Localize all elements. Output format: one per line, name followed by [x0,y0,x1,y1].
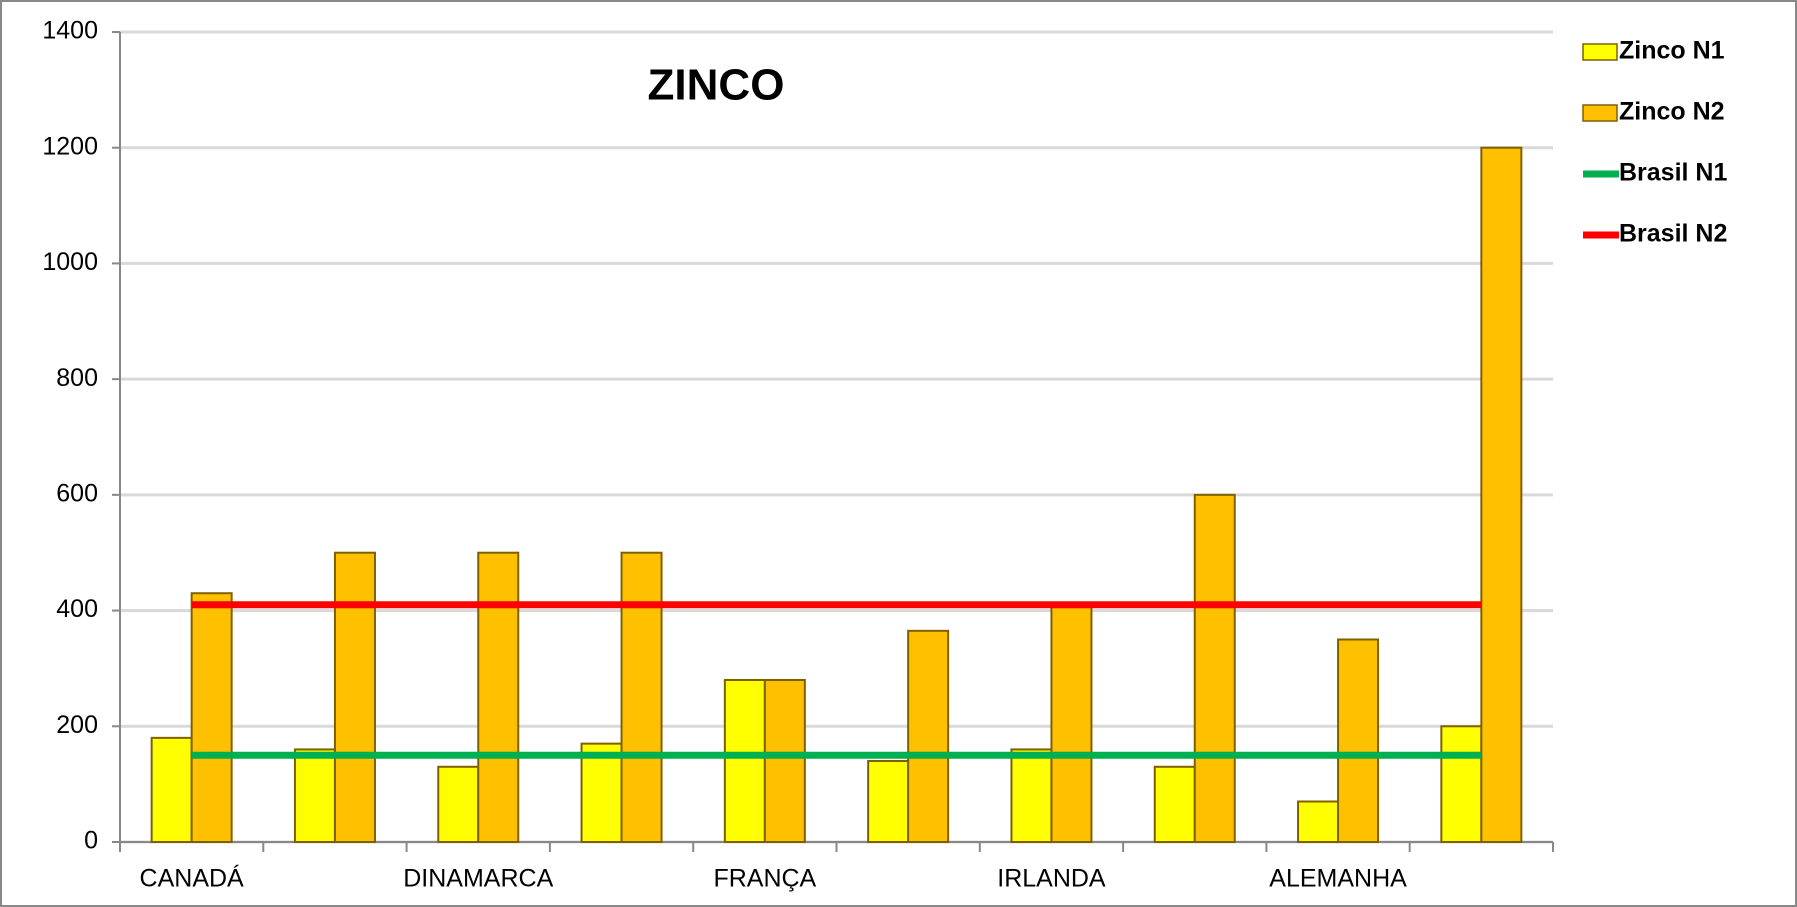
bar [437,765,480,843]
legend-label: Zinco N1 [1619,37,1725,65]
bar [1440,725,1483,843]
legend-swatch [1582,104,1618,122]
y-tick-label: 200 [56,711,98,739]
x-tick-label: DINAMARCA [403,865,553,893]
y-tick-label: 1000 [42,248,98,276]
bar [293,748,336,844]
x-tick-label: ALEMANHA [1269,865,1407,893]
bar [333,551,376,843]
bar [1480,146,1523,843]
bar [1010,748,1053,844]
bar [1153,765,1196,843]
bar [763,679,806,843]
legend-label: Brasil N2 [1619,220,1727,248]
bar [1297,800,1340,843]
legend-label: Brasil N1 [1619,159,1727,187]
legend-swatch [1582,43,1618,61]
bar [190,592,233,844]
bar [477,551,520,843]
y-tick-label: 1200 [42,132,98,160]
x-tick-label: FRANÇA [713,865,816,893]
bar [907,629,950,843]
y-tick-label: 600 [56,479,98,507]
y-tick-label: 0 [84,827,98,855]
y-tick-label: 1400 [42,17,98,45]
bar [1050,603,1093,843]
y-tick-label: 400 [56,595,98,623]
chart-title: ZINCO [648,61,785,110]
legend-label: Zinco N2 [1619,98,1725,126]
bar [150,736,193,843]
bar [620,551,663,843]
bar [867,760,910,843]
bar [723,679,766,843]
bar [1337,638,1380,843]
y-tick-label: 800 [56,364,98,392]
x-tick-label: CANADÁ [140,864,245,893]
bar [580,742,623,844]
x-tick-label: IRLANDA [997,865,1106,893]
bar [1193,493,1236,843]
